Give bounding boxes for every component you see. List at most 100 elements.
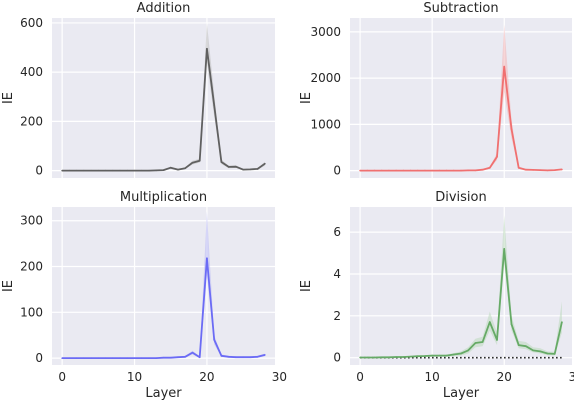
- data-point: [481, 168, 484, 171]
- data-point: [561, 168, 563, 171]
- data-point: [388, 169, 390, 172]
- data-point: [169, 356, 172, 359]
- y-tick-label: 300: [20, 214, 43, 228]
- data-point: [75, 169, 78, 172]
- x-tick-label: 20: [497, 370, 512, 384]
- data-point: [184, 355, 187, 358]
- chart-title: Division: [435, 190, 487, 205]
- y-tick-label: 0: [35, 164, 43, 178]
- x-tick-label: 30: [272, 370, 287, 384]
- y-tick-label: 200: [20, 260, 43, 274]
- data-point: [104, 169, 107, 172]
- data-point: [148, 357, 150, 359]
- x-tick-label: 0: [356, 370, 364, 384]
- confidence-band: [360, 24, 562, 171]
- data-point: [359, 169, 361, 172]
- y-tick-label: 0: [333, 351, 341, 365]
- data-point: [525, 168, 527, 171]
- data-point: [503, 65, 506, 68]
- data-point: [452, 169, 455, 172]
- y-tick-label: 4: [333, 267, 341, 281]
- data-point: [112, 169, 114, 172]
- data-point: [496, 339, 498, 341]
- data-point: [162, 356, 165, 359]
- data-point: [510, 128, 513, 130]
- data-point: [177, 168, 179, 171]
- data-point: [553, 353, 556, 355]
- data-point: [525, 345, 527, 347]
- data-point: [184, 167, 187, 169]
- y-axis-label: IE: [299, 280, 314, 292]
- data-point: [249, 356, 252, 359]
- data-point: [481, 341, 484, 343]
- x-tick-label: 0: [58, 370, 66, 384]
- chart-panel-subtraction: Subtraction 0 1000 2000 3000 IE: [299, 1, 572, 178]
- data-point: [452, 353, 455, 356]
- plot-area: [52, 18, 275, 178]
- y-axis-label: IE: [1, 280, 16, 292]
- data-point: [133, 357, 136, 359]
- y-tick-label: 1000: [310, 117, 341, 131]
- data-point: [104, 357, 107, 359]
- data-point: [155, 357, 158, 359]
- x-tick-label: 10: [127, 370, 142, 384]
- data-point: [140, 169, 143, 172]
- x-tick-label: 30: [569, 370, 574, 384]
- y-tick-label: 6: [333, 225, 341, 239]
- data-point: [395, 356, 397, 358]
- plot-area: [350, 207, 572, 365]
- data-point: [532, 169, 534, 171]
- x-tick-label: 10: [425, 370, 440, 384]
- data-point: [140, 357, 143, 359]
- data-point: [83, 169, 85, 172]
- chart-panel-division: Division 0 2 4 6 0 10 20 30 IE: [299, 190, 574, 384]
- data-point: [83, 357, 85, 359]
- chart-title: Subtraction: [423, 1, 498, 16]
- data-point: [438, 354, 441, 357]
- data-point: [126, 357, 129, 359]
- data-point: [546, 352, 549, 355]
- data-point: [68, 357, 71, 359]
- y-tick-label: 600: [20, 16, 43, 30]
- data-point: [445, 354, 448, 357]
- data-point: [133, 169, 136, 172]
- plot-area: [350, 18, 572, 178]
- data-point: [256, 355, 259, 358]
- chart-title: Multiplication: [120, 190, 207, 205]
- data-point: [445, 169, 448, 172]
- data-point: [467, 169, 470, 172]
- data-point: [227, 166, 230, 168]
- x-axis-label-right: Layer: [443, 386, 480, 401]
- data-point: [366, 356, 369, 359]
- y-tick-label: 0: [333, 164, 341, 178]
- data-point: [380, 356, 383, 359]
- data-point: [242, 168, 244, 171]
- data-point: [148, 169, 150, 172]
- data-point: [177, 356, 179, 359]
- data-point: [409, 169, 412, 172]
- data-point: [119, 169, 121, 172]
- data-point: [373, 169, 376, 172]
- data-point: [532, 349, 534, 352]
- data-point: [474, 342, 477, 344]
- data-point: [496, 155, 498, 158]
- data-point: [242, 356, 244, 359]
- data-point: [61, 169, 63, 172]
- data-point: [264, 162, 266, 165]
- y-tick-label: 2000: [310, 71, 341, 85]
- data-point: [191, 161, 194, 164]
- data-point: [256, 168, 259, 170]
- data-point: [112, 357, 114, 359]
- data-point: [366, 169, 369, 172]
- data-point: [409, 355, 412, 358]
- y-axis-label: IE: [1, 92, 16, 104]
- data-point: [424, 169, 426, 172]
- data-point: [402, 356, 405, 358]
- data-point: [61, 357, 63, 359]
- data-point: [489, 167, 491, 169]
- data-point: [198, 356, 201, 359]
- data-point: [227, 355, 230, 358]
- data-point: [474, 169, 477, 172]
- data-point: [373, 356, 376, 359]
